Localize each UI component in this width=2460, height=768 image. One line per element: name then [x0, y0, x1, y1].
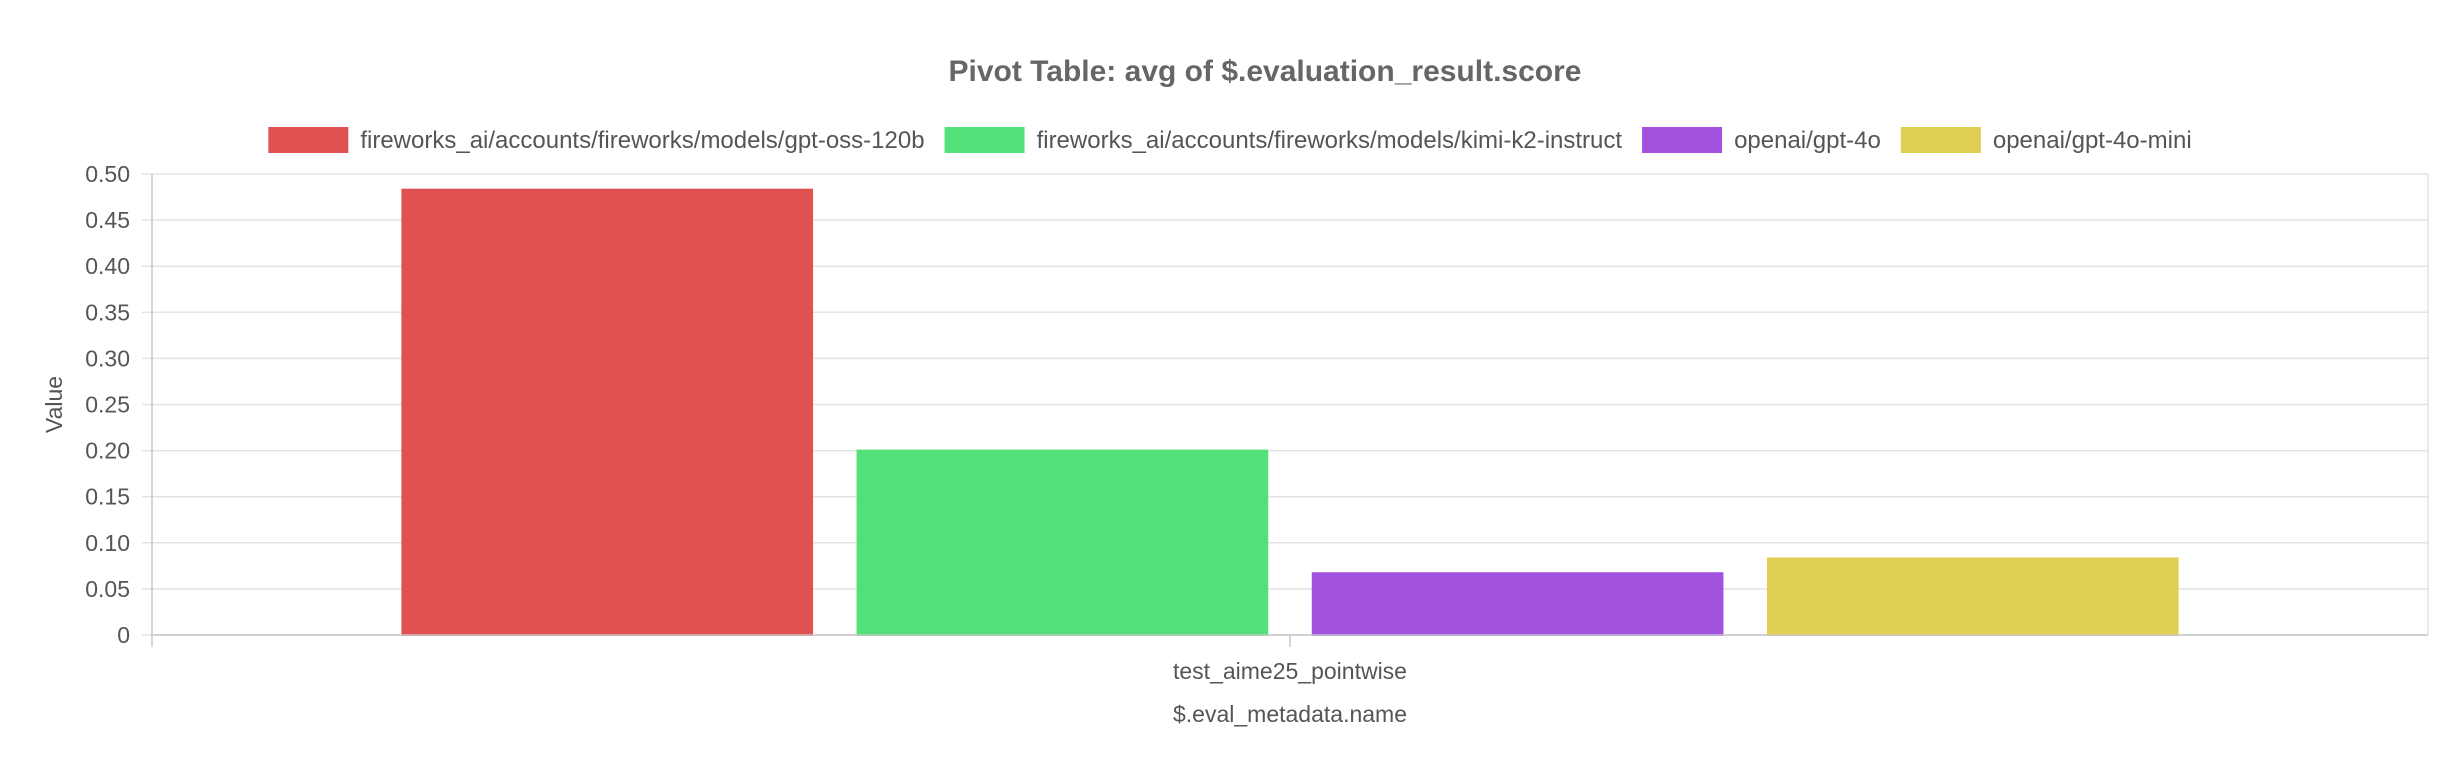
x-axis-label: $.eval_metadata.name	[1173, 701, 1407, 727]
legend-label: fireworks_ai/accounts/fireworks/models/g…	[360, 127, 924, 154]
y-tick-label: 0.25	[85, 392, 130, 418]
chart-title: Pivot Table: avg of $.evaluation_result.…	[949, 55, 1582, 88]
y-tick-label: 0	[117, 622, 130, 648]
y-tick-label: 0.10	[85, 530, 130, 556]
legend: fireworks_ai/accounts/fireworks/models/g…	[268, 127, 2192, 154]
y-tick-label: 0.50	[85, 161, 130, 187]
y-tick-label: 0.45	[85, 207, 130, 233]
x-tick-label: test_aime25_pointwise	[1173, 658, 1407, 684]
legend-item[interactable]: fireworks_ai/accounts/fireworks/models/k…	[944, 127, 1623, 154]
y-tick-label: 0.05	[85, 576, 130, 602]
legend-swatch	[1642, 127, 1723, 153]
y-tick-label: 0.20	[85, 438, 130, 464]
legend-item[interactable]: fireworks_ai/accounts/fireworks/models/g…	[268, 127, 925, 154]
y-tick-label: 0.15	[85, 484, 130, 510]
legend-swatch	[1900, 127, 1981, 153]
bar	[1766, 557, 2179, 636]
y-axis-label: Value	[41, 376, 67, 433]
bars	[401, 188, 2179, 637]
bar	[1311, 572, 1724, 637]
legend-label: fireworks_ai/accounts/fireworks/models/k…	[1037, 127, 1623, 154]
y-tick-label: 0.30	[85, 345, 130, 371]
bar	[401, 188, 814, 636]
legend-item[interactable]: openai/gpt-4o	[1642, 127, 1881, 154]
y-tick-label: 0.35	[85, 299, 130, 325]
bar	[856, 449, 1269, 636]
y-tick-label: 0.40	[85, 253, 130, 279]
legend-label: openai/gpt-4o	[1734, 127, 1881, 154]
y-axis-ticks: 0 0.05 0.10 0.15 0.20 0.25 0.30 0.35 0.40 0.45 0.5…	[85, 161, 130, 648]
legend-item[interactable]: openai/gpt-4o-mini	[1900, 127, 2192, 154]
legend-swatch	[944, 127, 1025, 153]
legend-swatch	[268, 127, 349, 153]
x-axis-ticks: test_aime25_pointwise	[1173, 635, 1407, 684]
legend-label: openai/gpt-4o-mini	[1993, 127, 2192, 154]
